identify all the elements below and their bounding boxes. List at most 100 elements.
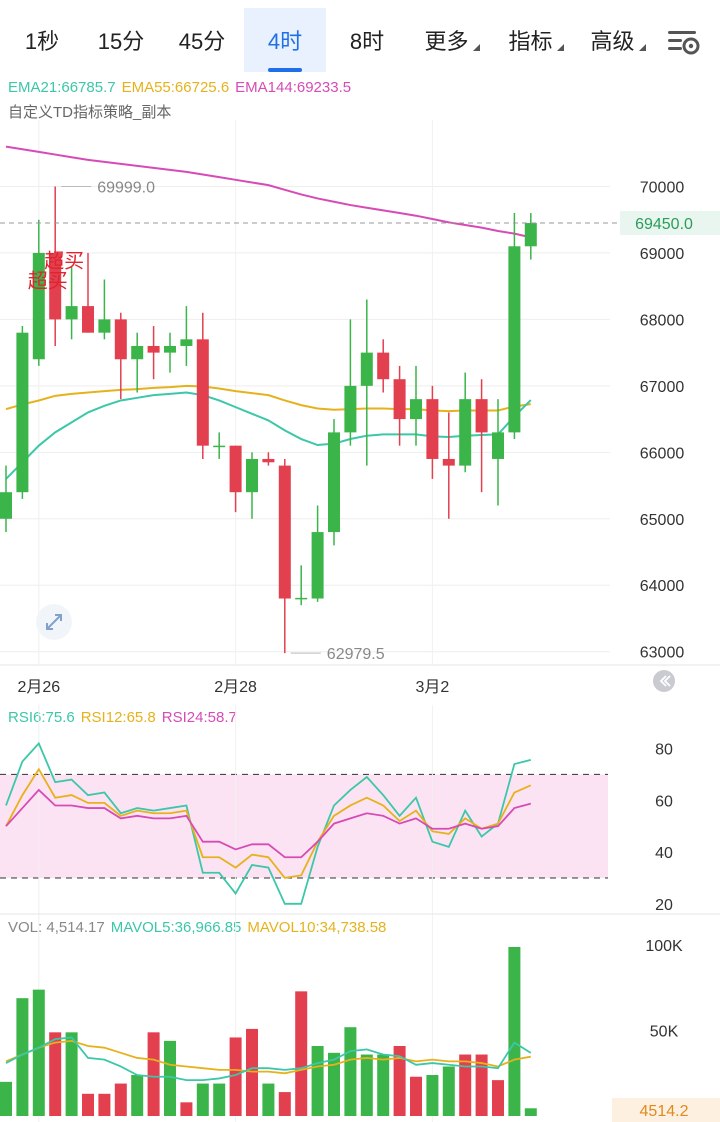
rsi-chart: 80 60 40 20 — [0, 705, 720, 915]
rsi12-legend: RSI12:65.8 — [80, 709, 156, 726]
expand-icon[interactable] — [36, 604, 72, 640]
dropdown-corner-icon — [472, 44, 480, 51]
tab-8h[interactable]: 8时 — [329, 8, 405, 72]
volume-bar — [328, 1052, 340, 1116]
volume-tick-label: 100K — [645, 938, 683, 955]
candle-body — [164, 345, 176, 353]
low-price-label: 62979.5 — [327, 646, 385, 663]
tab-4h[interactable]: 4时 — [244, 8, 326, 72]
dropdown-corner-icon — [556, 44, 564, 51]
chart-settings-icon[interactable] — [664, 22, 704, 62]
volume-bar — [459, 1054, 472, 1116]
price-tick-label: 66000 — [640, 445, 685, 462]
overbought-signal: 超买 — [28, 269, 68, 293]
volume-bar — [213, 1083, 226, 1116]
candle-body — [344, 385, 357, 433]
current-price-label: 69450.0 — [635, 216, 693, 233]
tab-label: 15分 — [97, 29, 145, 54]
volume-bar — [65, 1032, 78, 1116]
volume-bar — [98, 1093, 111, 1116]
price-tick-label: 67000 — [640, 379, 685, 396]
volume-bar — [377, 1054, 390, 1116]
rsi6-legend: RSI6:75.6 — [8, 709, 75, 726]
volume-bar — [262, 1083, 275, 1116]
volume-bar — [360, 1054, 373, 1116]
candlestick-chart[interactable]: 70000 69000 68000 67000 66000 65000 64000 63000… — [0, 0, 720, 700]
candle-body — [524, 223, 537, 247]
tab-advanced[interactable]: 高级 — [578, 8, 658, 72]
volume-bar — [426, 1075, 439, 1116]
volume-bar — [492, 1080, 504, 1116]
tab-label: 高级 — [590, 29, 635, 54]
volume-bar — [49, 1032, 62, 1116]
candle-body — [196, 339, 209, 446]
candle-body — [229, 445, 242, 493]
ema21-legend: EMA21:66785.7 — [8, 79, 116, 96]
volume-bar — [475, 1054, 488, 1116]
dropdown-corner-icon — [638, 44, 646, 51]
vol-legend: VOL: 4,514.17 — [8, 919, 105, 936]
ema-legend: EMA21:66785.7 EMA55:66725.6 EMA144:69233.5 — [8, 79, 357, 96]
rsi-tick-label: 40 — [655, 845, 673, 862]
mavol10-line — [5, 1039, 531, 1075]
tab-15m[interactable]: 15分 — [82, 8, 160, 72]
tab-label: 指标 — [508, 29, 553, 54]
tab-1s[interactable]: 1秒 — [5, 8, 79, 72]
candle-body — [180, 339, 193, 346]
volume-bar — [524, 1108, 537, 1116]
volume-bar — [32, 989, 45, 1116]
volume-bar — [508, 946, 521, 1116]
price-axis: 70000 69000 68000 67000 66000 65000 64000 63000… — [17, 179, 684, 696]
volume-tick-label: 50K — [650, 1024, 679, 1041]
rsi-line-rsi24 — [5, 788, 532, 859]
ema144-line — [5, 145, 532, 239]
candle-body — [492, 432, 504, 459]
active-tab-indicator — [268, 68, 302, 72]
candle-body — [475, 399, 488, 433]
candle-body — [0, 492, 12, 519]
volume-bar — [278, 1092, 291, 1116]
volume-bar — [147, 1032, 160, 1116]
candle-body — [278, 465, 291, 599]
volume-bar — [229, 1037, 242, 1116]
tab-indicators[interactable]: 指标 — [496, 8, 576, 72]
volume-legend: VOL: 4,514.17 MAVOL5:36,966.85 MAVOL10:34,… — [8, 919, 392, 936]
rsi-legend: RSI6:75.6 RSI12:65.8 RSI24:58.7 — [8, 709, 243, 726]
candle-body — [459, 399, 472, 466]
current-volume-tag — [612, 1098, 720, 1122]
scroll-back-icon[interactable] — [653, 670, 675, 692]
candle-body — [65, 306, 78, 320]
candle-body — [328, 432, 340, 533]
candle-body — [246, 458, 258, 493]
tab-45m[interactable]: 45分 — [163, 8, 241, 72]
volume-bar — [180, 1102, 193, 1116]
candle-body — [32, 252, 45, 360]
candle-body — [131, 345, 144, 360]
current-volume-label: 4514.2 — [640, 1103, 689, 1120]
volume-bar — [131, 1075, 144, 1116]
rsi24-legend: RSI24:58.7 — [161, 709, 237, 726]
price-tick-label: 68000 — [640, 312, 685, 329]
high-price-label: 69999.0 — [97, 180, 155, 197]
candle-body — [377, 352, 390, 380]
candle-body — [508, 246, 521, 433]
candle-body — [82, 306, 94, 333]
ema21-line — [5, 391, 532, 480]
candle-body — [311, 532, 324, 599]
volume-bar — [393, 1045, 406, 1116]
price-tick-label: 63000 — [640, 645, 685, 662]
candle-body — [360, 352, 373, 386]
tab-label: 8时 — [349, 29, 385, 54]
volume-chart: 100K 50K 4514.2 — [0, 915, 720, 1122]
price-tick-label: 64000 — [640, 578, 685, 595]
candle-body — [262, 458, 275, 463]
strategy-name: 自定义TD指标策略_副本 — [8, 104, 172, 121]
candle-body — [98, 319, 111, 333]
candle-body — [213, 445, 226, 448]
rsi-tick-label: 60 — [655, 793, 673, 810]
candle-body — [393, 379, 406, 420]
timeframe-tabs: 1秒 15分 45分 4时 8时 更多 指标 高级 — [0, 0, 720, 80]
tab-more[interactable]: 更多 — [412, 8, 492, 72]
volume-bar — [196, 1083, 209, 1116]
